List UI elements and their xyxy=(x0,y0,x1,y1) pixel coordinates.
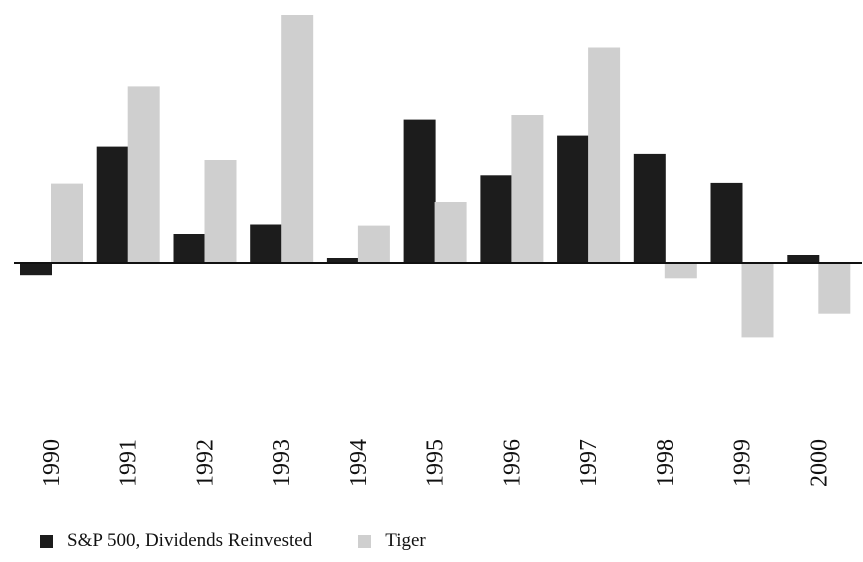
legend-swatch-tiger xyxy=(358,534,372,548)
bar-sp500-1990 xyxy=(20,263,52,276)
bar-tiger-1999 xyxy=(741,263,774,338)
x-tick-label-1994: 1994 xyxy=(346,439,372,487)
bar-sp500-1994 xyxy=(326,258,359,263)
bar-tiger-1991 xyxy=(127,86,160,264)
bar-chart: 1990 1991 1992 1993 1994 1995 1996 1997 1998 1999… xyxy=(14,15,862,487)
bar-sp500-1991 xyxy=(96,146,129,263)
x-tick-label-1992: 1992 xyxy=(193,439,219,487)
bar-tiger-1993 xyxy=(281,15,314,263)
x-tick-labels: 1990 1991 1992 1993 1994 1995 1996 1997 1998 1999… xyxy=(39,439,832,487)
x-tick-label-1999: 1999 xyxy=(730,439,756,487)
bar-sp500-2000 xyxy=(787,255,820,263)
legend-item-tiger: Tiger xyxy=(358,530,426,552)
legend-label-tiger: Tiger xyxy=(385,530,426,551)
x-tick-label-2000: 2000 xyxy=(806,439,832,487)
bar-sp500-1993 xyxy=(250,224,283,263)
bar-sp500-1999 xyxy=(710,182,743,263)
legend-item-sp500: S&P 500, Dividends Reinvested xyxy=(40,530,312,552)
bar-sp500-1996 xyxy=(480,175,513,263)
bar-sp500-1995 xyxy=(403,119,436,263)
bar-tiger-1997 xyxy=(588,47,621,263)
legend: S&P 500, Dividends Reinvested Tiger xyxy=(40,528,472,554)
bar-tiger-1996 xyxy=(511,115,544,263)
bar-tiger-1998 xyxy=(664,263,697,279)
legend-swatch-sp500 xyxy=(40,534,53,548)
bars-group xyxy=(20,15,851,338)
bar-sp500-1992 xyxy=(173,234,206,263)
bar-tiger-1992 xyxy=(204,160,237,263)
bar-sp500-1998 xyxy=(633,153,666,263)
x-tick-label-1990: 1990 xyxy=(39,439,65,487)
x-tick-label-1996: 1996 xyxy=(499,439,525,487)
bar-tiger-2000 xyxy=(818,263,851,314)
x-tick-label-1991: 1991 xyxy=(116,439,142,487)
x-tick-label-1998: 1998 xyxy=(653,439,679,487)
bar-sp500-1997 xyxy=(557,135,590,263)
bar-tiger-1990 xyxy=(51,183,83,263)
x-tick-label-1997: 1997 xyxy=(576,439,602,487)
x-tick-label-1995: 1995 xyxy=(423,439,449,487)
bar-tiger-1995 xyxy=(434,202,467,263)
legend-label-sp500: S&P 500, Dividends Reinvested xyxy=(67,530,313,551)
x-tick-label-1993: 1993 xyxy=(269,439,295,487)
bar-tiger-1994 xyxy=(357,225,390,263)
